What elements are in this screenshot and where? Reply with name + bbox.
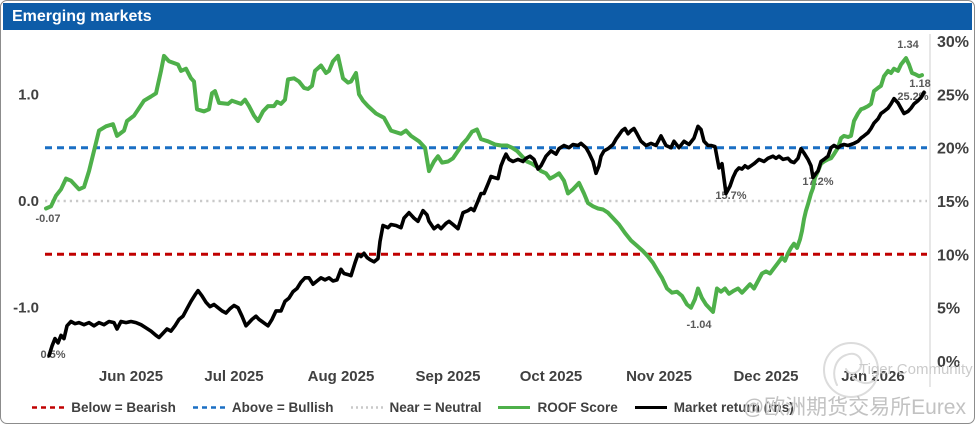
- right-axis-tick: 5%: [937, 301, 960, 318]
- legend-sample-dotted: [350, 405, 383, 409]
- x-axis-tick: Oct 2025: [520, 368, 583, 385]
- annotation-05: 0.5%: [40, 349, 65, 361]
- legend-item-below-bearish: Below = Bearish: [31, 400, 176, 415]
- chart-title-bar: Emerging markets: [3, 3, 972, 30]
- left-axis-tick: 1.0: [18, 86, 39, 103]
- series-roof-score: [44, 53, 924, 314]
- annotation-104: -1.04: [686, 319, 712, 331]
- x-axis-tick: Jun 2025: [99, 368, 163, 385]
- legend-sample-solid: [498, 405, 531, 409]
- right-axis-tick: 10%: [937, 247, 969, 264]
- tiger-logo-icon: [823, 342, 879, 398]
- right-axis-tick: 15%: [937, 194, 969, 211]
- series-market-return-rhs: [47, 90, 926, 358]
- x-axis-tick: Nov 2025: [626, 368, 692, 385]
- legend-sample-dashed: [32, 405, 65, 409]
- legend-item-roof-score: ROOF Score: [497, 399, 618, 415]
- legend-item-near-neutral: Near = Neutral: [350, 399, 482, 415]
- legend-item-above-bullish: Above = Bullish: [192, 400, 334, 415]
- tiger-face-icon: [833, 352, 874, 386]
- legend-sample-solid: [634, 405, 667, 409]
- tiger-watermark-text: Tiger Community: [859, 361, 973, 378]
- legend-label: Market return (rhs): [673, 399, 794, 415]
- x-axis-tick: Aug 2025: [308, 368, 375, 385]
- chart-legend: Below = Bearish Above = Bullish Near = Neu…: [1, 395, 974, 419]
- legend-sample-dashed: [192, 405, 225, 409]
- annotation-172: 17.2%: [802, 176, 833, 188]
- legend-label: Below = Bearish: [71, 399, 176, 415]
- legend-label: Near = Neutral: [389, 399, 482, 415]
- x-axis-tick: Sep 2025: [415, 368, 480, 385]
- right-axis-tick: 30%: [937, 34, 969, 51]
- annotation-157: 15.7%: [715, 190, 746, 202]
- chart-title: Emerging markets: [12, 8, 152, 25]
- annotation-118: 1.18: [909, 78, 930, 90]
- legend-label: ROOF Score: [537, 399, 618, 415]
- left-axis-tick: 0.0: [18, 193, 39, 210]
- annotation-007: -0.07: [35, 213, 60, 225]
- right-axis-tick: 20%: [937, 141, 969, 158]
- right-axis-tick: 0%: [937, 354, 960, 371]
- right-axis-tick: 25%: [937, 87, 969, 104]
- annotation-134: 1.34: [897, 39, 919, 51]
- left-axis-tick: -1.0: [13, 300, 39, 317]
- legend-label: Above = Bullish: [231, 399, 334, 415]
- legend-item-market-return-rhs: Market return (rhs): [634, 400, 794, 415]
- x-axis-tick: Dec 2025: [733, 368, 798, 385]
- x-axis-tick: Jul 2025: [204, 368, 263, 385]
